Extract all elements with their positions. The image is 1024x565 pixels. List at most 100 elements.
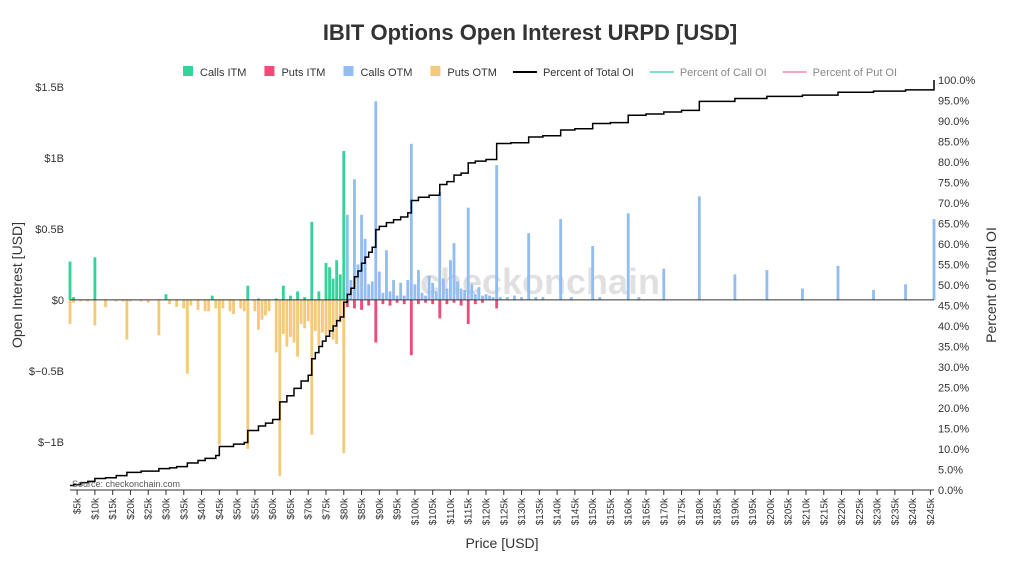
y2-tick-label: 55.0% [938,260,969,272]
y2-tick-label: 35.0% [938,342,969,354]
bar [207,299,211,312]
x-tick-label: $110k [446,497,457,525]
bar [402,299,406,305]
bar [210,295,214,300]
bar [377,271,381,300]
x-tick-label: $60k [268,497,279,520]
bar [381,299,385,305]
y2-tick-label: 15.0% [938,424,969,436]
x-tick-label: $190k [730,497,741,525]
bar [598,297,602,300]
bar [328,267,331,300]
bar [367,284,371,300]
legend-label: Percent of Total OI [543,67,634,79]
source-label: Source: checkonchain.com [72,479,180,489]
bar [466,207,470,300]
legend-item-percent-of-put-oi[interactable]: Percent of Put OI [782,67,897,79]
x-tick-label: $205k [784,497,795,525]
bar [353,179,356,300]
bar [363,238,367,300]
legend-item-percent-of-total-oi[interactable]: Percent of Total OI [512,67,634,79]
x-tick-label: $95k [393,497,404,520]
y-axis-title: Open Interest [USD] [9,222,25,348]
bar [72,297,75,300]
line-layer [70,80,935,487]
bar [459,288,463,300]
bar [253,299,257,312]
y2-tick-label: 75.0% [938,178,969,190]
bar [904,284,907,300]
bar [345,299,349,307]
x-tick-label: $170k [659,497,670,525]
bar [637,297,641,300]
y2-tick-label: 85.0% [938,137,969,149]
y2-tick-label: 40.0% [938,321,969,333]
bar [296,291,299,300]
x-tick-label: $200k [766,497,777,525]
bar [527,233,531,300]
x-tick-label: $215k [819,497,830,525]
bar [424,295,427,300]
legend-item-puts-itm[interactable]: Puts ITM [264,66,325,79]
bar [182,299,186,309]
y2-tick-label: 20.0% [938,403,969,415]
legend-item-percent-of-call-oi[interactable]: Percent of Call OI [649,67,767,79]
bar [296,299,299,357]
x-tick-label: $15k [108,497,119,520]
y2-tick-label: 0.0% [938,485,963,497]
legend-swatch [430,66,441,76]
bar [452,299,456,303]
legend-item-calls-otm[interactable]: Calls OTM [343,66,412,79]
bar [146,299,150,303]
bar [292,299,296,343]
x-tick-label: $210k [802,497,813,525]
legend-item-puts-otm[interactable]: Puts OTM [430,66,497,79]
bar [473,294,477,300]
x-tick-label: $80k [339,497,350,520]
legend-item-calls-itm[interactable]: Calls ITM [183,66,246,79]
bar [431,282,435,300]
bar [267,299,271,312]
bar [367,299,371,306]
bar [591,245,595,300]
bar [260,299,264,320]
axes: $5k $10k $15k $20k $25k $30k $35k $40k $45k $50k $… [29,75,976,525]
bar [129,299,132,302]
bar [488,295,491,300]
bar [68,261,72,300]
bar [456,281,459,300]
bar [872,289,875,300]
bar [385,250,388,300]
y-tick-labels: $1.5B $1B $0.5B $0 $−0.5B $−1B [29,82,64,449]
bar [217,299,221,445]
bar [534,297,538,300]
legend-swatch [264,66,275,76]
bar [125,299,129,340]
bar [569,297,573,300]
bar [733,274,737,300]
x-tick-label: $115k [464,497,475,525]
legend[interactable]: Calls ITM Puts ITM Calls OTM Puts OTM Percen… [183,66,897,79]
y-tick-label: $1B [44,153,64,165]
legend-label: Puts ITM [281,67,325,79]
series-puts-itm [345,299,499,356]
bar [505,297,509,300]
x-tick-label: $90k [375,497,386,520]
bar [438,299,442,319]
bar [452,243,456,300]
bar [328,299,331,332]
x-tick-label: $165k [642,497,653,525]
x-tick-label: $85k [357,497,368,520]
legend-label: Puts OTM [447,67,497,79]
x-tick-label: $125k [499,497,510,525]
bar [338,299,342,323]
bar [93,257,97,300]
bar [214,299,218,309]
series-calls-otm [345,101,936,300]
bar [459,299,463,306]
bar [484,294,488,300]
legend-label: Percent of Call OI [680,67,767,79]
series-puts-otm [68,299,346,476]
